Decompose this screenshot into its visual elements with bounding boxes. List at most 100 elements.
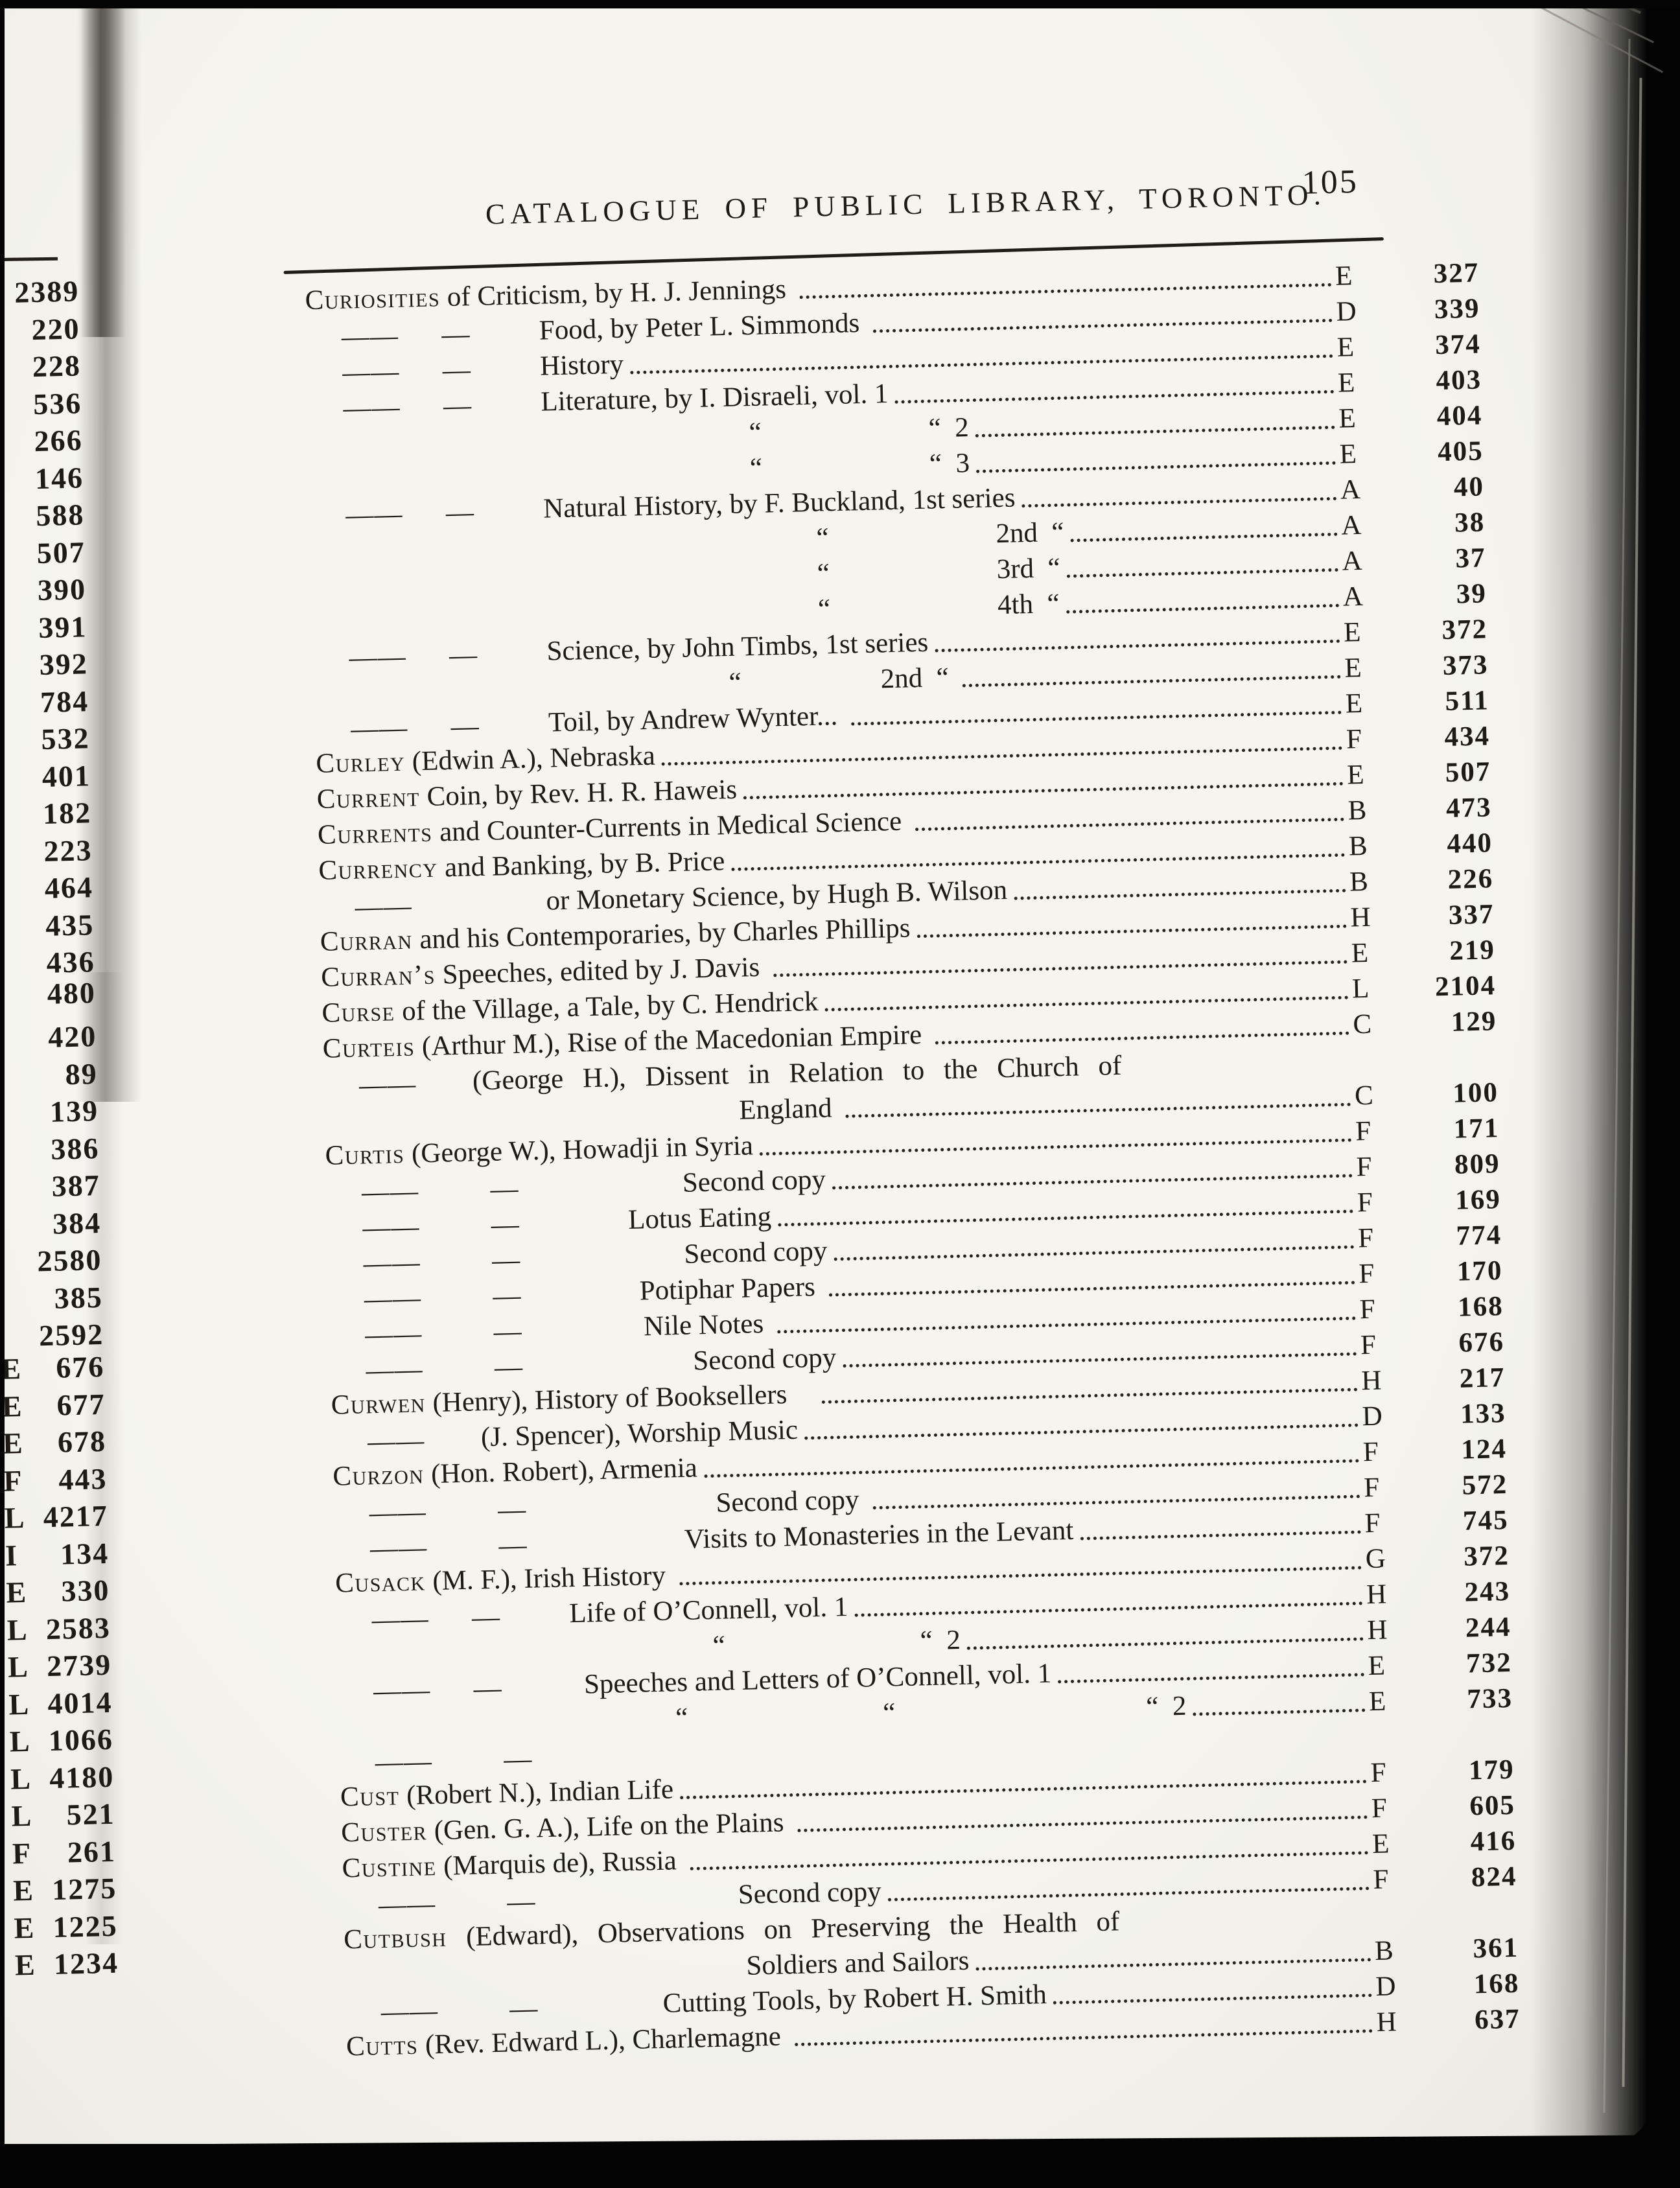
margin-shelf-letter <box>1 1345 34 1346</box>
shelf-code: F <box>1371 1793 1388 1824</box>
margin-number: 384 <box>52 1205 102 1240</box>
catalog-number: 507 <box>1445 756 1491 788</box>
dotted-leader <box>935 639 1340 653</box>
ditto-dashes: —— — <box>350 711 480 745</box>
shelf-code: E <box>1345 688 1363 719</box>
ditto-dashes: —— — <box>366 1351 524 1386</box>
entry-headword: Current <box>316 782 421 815</box>
catalog-number: 572 <box>1462 1469 1508 1501</box>
shelf-code: E <box>1346 759 1365 791</box>
margin-number-row: L 4180 <box>10 1759 115 1798</box>
dotted-leader <box>1053 1994 1372 2005</box>
entry-headword: Curse <box>321 996 395 1029</box>
margin-number: 4217 <box>43 1498 109 1534</box>
dotted-leader <box>845 1102 1351 1118</box>
shelf-code: C <box>1352 1008 1372 1040</box>
catalog-number: 37 <box>1454 542 1487 574</box>
dotted-leader <box>1014 889 1346 900</box>
shelf-code: D <box>1335 296 1357 327</box>
catalog-number: 361 <box>1473 1932 1519 1964</box>
shelf-code: A <box>1342 545 1363 577</box>
ditto-dashes: —— — <box>371 1601 501 1636</box>
margin-number: 443 <box>58 1461 108 1496</box>
margin-number-row: 464 <box>0 870 94 909</box>
catalog-number: 440 <box>1446 828 1493 859</box>
dotted-leader <box>832 1174 1353 1190</box>
dotted-leader <box>962 675 1341 688</box>
book-page-edges-right <box>1531 0 1680 2188</box>
margin-number: 134 <box>60 1536 110 1571</box>
catalog-number: 403 <box>1435 364 1482 397</box>
entry-title: (Marquis de), Russia <box>436 1845 684 1882</box>
shelf-code: E <box>1368 1650 1386 1682</box>
catalog-number: 404 <box>1436 400 1483 432</box>
shelf-code: F <box>1363 1472 1380 1504</box>
dotted-leader <box>975 425 1335 437</box>
margin-shelf-letter: L <box>10 1762 32 1796</box>
margin-number: 480 <box>47 976 97 1010</box>
margin-number-row: E 330 <box>6 1573 110 1612</box>
entry-headword: Cutts <box>345 2029 419 2062</box>
entry-title: (Edwin A.), Nebraska <box>404 740 656 777</box>
margin-number: 89 <box>65 1056 99 1091</box>
shelf-code: H <box>1376 2007 1397 2038</box>
dotted-leader <box>1058 1673 1365 1684</box>
entry-title: (Robert N.), Indian Life <box>399 1774 674 1811</box>
dotted-leader <box>843 1352 1357 1368</box>
margin-shelf-letter: E <box>14 1948 36 1982</box>
ditto-dashes: —— — <box>349 640 478 673</box>
catalog-number: 337 <box>1448 899 1495 931</box>
shelf-code: E <box>1343 616 1361 648</box>
dotted-leader <box>797 1815 1368 1832</box>
shelf-code: G <box>1365 1543 1386 1575</box>
dotted-leader <box>1193 1708 1366 1716</box>
catalog-number: 243 <box>1464 1576 1511 1608</box>
margin-shelf-letter <box>0 1197 30 1198</box>
margin-number-row: 480 <box>0 975 96 1014</box>
margin-number: 2389 <box>14 274 80 309</box>
catalog-number: 605 <box>1469 1789 1516 1822</box>
margin-number-row: L 2583 <box>6 1610 111 1649</box>
dotted-leader <box>794 2029 1373 2047</box>
catalog-number: 170 <box>1456 1255 1503 1287</box>
margin-number-row: 182 <box>0 795 92 834</box>
shelf-code: F <box>1357 1222 1374 1254</box>
entry-headword: Currents <box>317 817 433 850</box>
ditto-dashes: —— — <box>378 1886 536 1921</box>
catalog-number: 219 <box>1449 935 1496 966</box>
dotted-leader <box>916 924 1347 938</box>
shelf-code: B <box>1349 866 1369 898</box>
margin-number-row: L 2739 <box>8 1647 112 1686</box>
shelf-code: B <box>1374 1935 1394 1967</box>
catalog-number: 124 <box>1460 1434 1508 1465</box>
margin-number: 146 <box>34 460 84 495</box>
margin-shelf-letter: E <box>0 1351 22 1386</box>
catalog-number: 217 <box>1459 1362 1506 1394</box>
margin-number: 420 <box>47 1019 97 1054</box>
ditto-dashes: —— — <box>364 1280 522 1315</box>
catalog-number: 372 <box>1441 614 1488 646</box>
entry-headword: Curran’s <box>320 959 436 993</box>
ditto-dashes: —— — <box>364 1316 523 1351</box>
catalog-number: 39 <box>1456 578 1488 610</box>
catalog-number: 38 <box>1454 507 1486 539</box>
shelf-code: F <box>1360 1329 1377 1361</box>
ditto-dashes: —— — <box>373 1673 503 1707</box>
margin-rule-fragment <box>0 257 58 262</box>
margin-number-row: 146 <box>0 460 84 499</box>
catalog-number: 434 <box>1443 721 1491 752</box>
margin-number-row: E 1275 <box>13 1871 117 1910</box>
margin-shelf-letter <box>0 1234 31 1235</box>
catalog-number: 745 <box>1462 1504 1510 1537</box>
page-header-title: CATALOGUE OF PUBLIC LIBRARY, TORONTO. <box>485 178 1327 231</box>
dotted-leader <box>1070 532 1338 542</box>
dotted-leader <box>915 817 1345 832</box>
margin-number: 228 <box>32 349 82 384</box>
catalog-number: 40 <box>1453 471 1485 503</box>
catalog-number: 179 <box>1468 1754 1515 1786</box>
margin-number: 521 <box>65 1797 116 1832</box>
catalog-number: 171 <box>1453 1113 1500 1145</box>
margin-number: 676 <box>55 1349 105 1384</box>
catalog-number: 133 <box>1460 1398 1507 1430</box>
margin-number-row: L 521 <box>11 1797 115 1835</box>
